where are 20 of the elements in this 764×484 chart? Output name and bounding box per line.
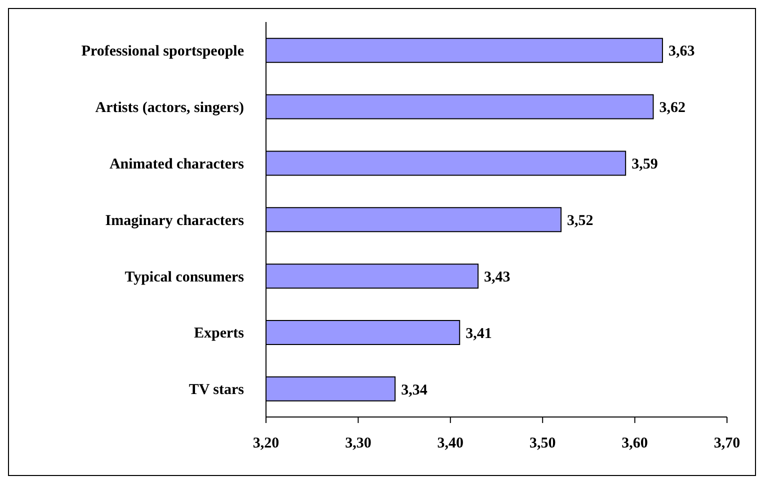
data-label: 3,41 [466,326,492,342]
y-tick-label: Artists (actors, singers) [95,100,244,116]
y-tick-label: Imaginary characters [105,212,244,229]
y-tick-label: TV stars [188,382,244,398]
x-tick-label: 3,50 [529,436,556,452]
x-tick-label: 3,40 [437,436,464,452]
y-tick-label: Experts [194,326,244,342]
data-label: 3,63 [668,44,695,60]
data-label: 3,59 [632,156,658,173]
x-tick-label: 3,70 [714,436,740,452]
data-label: 3,62 [659,100,686,116]
x-tick-label: 3,20 [252,436,280,452]
y-tick-label: Typical consumers [124,269,244,286]
y-tick-label: Professional sportspeople [81,44,244,60]
data-label: 3,52 [567,212,594,229]
y-tick-label: Animated characters [109,156,244,172]
data-label: 3,43 [484,269,510,286]
data-label: 3,34 [401,382,428,398]
x-tick-label: 3,60 [622,436,648,452]
x-tick-label: 3,30 [345,436,372,452]
